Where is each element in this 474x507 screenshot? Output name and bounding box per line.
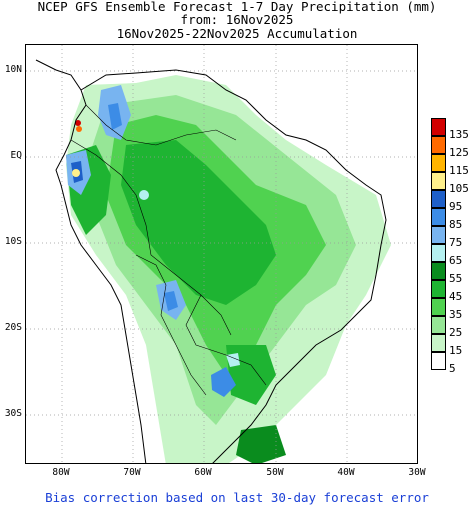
lat-label-10s: 10S (4, 236, 22, 247)
legend-label-35: 35 (449, 308, 463, 321)
lat-lon-grid (26, 45, 417, 463)
legend-label-15: 15 (449, 344, 463, 357)
map-title-line1: NCEP GFS Ensemble Forecast 1-7 Day Preci… (37, 0, 437, 14)
lat-label-30s: 30S (4, 408, 22, 419)
lon-label-30w: 30W (408, 467, 426, 478)
legend-label-25: 25 (449, 326, 463, 339)
legend-label-45: 45 (449, 290, 463, 303)
legend-label-65: 65 (449, 254, 463, 267)
legend-label-105: 105 (449, 182, 469, 195)
map-title-line3: 16Nov2025-22Nov2025 Accumulation (116, 26, 358, 41)
legend-label-135: 135 (449, 128, 469, 141)
legend-swatch-15 (431, 334, 446, 352)
legend-swatch-125 (431, 136, 446, 154)
legend-label-5: 5 (449, 362, 456, 375)
legend-swatch-45 (431, 280, 446, 298)
legend-label-55: 55 (449, 272, 463, 285)
legend-swatch-105 (431, 172, 446, 190)
legend-label-85: 85 (449, 218, 463, 231)
lon-label-70w: 70W (123, 467, 141, 478)
legend-swatch-85 (431, 208, 446, 226)
legend-label-115: 115 (449, 164, 469, 177)
lat-label-eq: EQ (10, 150, 22, 161)
legend-swatch-115 (431, 154, 446, 172)
map-canvas (26, 45, 417, 463)
lon-label-60w: 60W (194, 467, 212, 478)
country-borders (70, 104, 267, 396)
legend-label-125: 125 (449, 146, 469, 159)
lat-label-10n: 10N (4, 64, 22, 75)
legend-swatch-75 (431, 226, 446, 244)
precipitation-map (25, 44, 418, 464)
lon-label-50w: 50W (266, 467, 284, 478)
legend-swatch-135 (431, 118, 446, 136)
precip-shading (66, 75, 391, 463)
lon-label-40w: 40W (337, 467, 355, 478)
legend-swatch-35 (431, 298, 446, 316)
legend-label-95: 95 (449, 200, 463, 213)
lon-label-80w: 80W (52, 467, 70, 478)
map-title-line2: from: 16Nov2025 (180, 12, 294, 27)
coastline (35, 59, 387, 463)
legend-swatch-55 (431, 262, 446, 280)
legend-swatch-95 (431, 190, 446, 208)
legend-label-75: 75 (449, 236, 463, 249)
legend-swatch-25 (431, 316, 446, 334)
legend-swatch-5 (431, 352, 446, 370)
bias-correction-note: Bias correction based on last 30-day for… (45, 490, 429, 505)
legend-swatch-65 (431, 244, 446, 262)
lat-label-20s: 20S (4, 322, 22, 333)
